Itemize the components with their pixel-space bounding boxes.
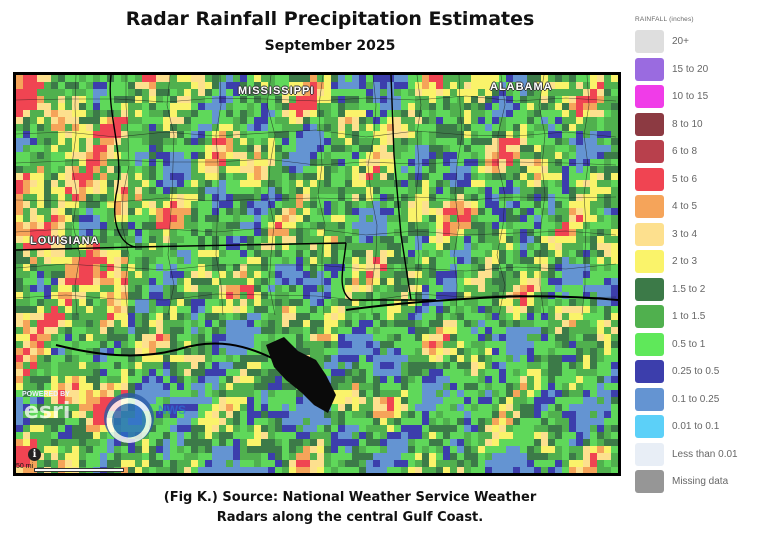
legend-label: 4 to 5 <box>672 201 698 212</box>
legend-swatch <box>635 470 664 493</box>
legend-item: 0.5 to 1 <box>635 332 755 361</box>
rainfall-raster <box>16 75 618 473</box>
legend-item: 8 to 10 <box>635 112 755 141</box>
page-subtitle: September 2025 <box>264 38 396 54</box>
legend-label: 20+ <box>672 36 689 47</box>
legend-item: 10 to 15 <box>635 85 755 113</box>
legend-item: 2 to 3 <box>635 250 755 278</box>
legend-swatch <box>635 277 664 301</box>
state-boundaries <box>16 75 436 301</box>
rainfall-map[interactable]: MISSISSIPPI ALABAMA LOUISIANA POWERED BY… <box>13 72 621 476</box>
legend-swatch <box>635 195 664 218</box>
legend-swatch <box>635 140 664 163</box>
legend-swatch <box>635 332 664 356</box>
legend-swatch <box>635 30 664 53</box>
legend-swatch <box>635 360 664 383</box>
nws-watermark: NWS <box>158 403 186 417</box>
legend-swatch <box>635 250 664 273</box>
legend-label: 0.5 to 1 <box>672 338 706 350</box>
esri-logo: esri <box>24 399 71 424</box>
legend-item: 1 to 1.5 <box>635 305 755 333</box>
legend-item: 20+ <box>635 30 755 58</box>
legend-label: 1.5 to 2 <box>672 283 706 295</box>
legend-swatch <box>635 222 664 246</box>
legend-swatch <box>635 112 664 136</box>
state-label-louisiana: LOUISIANA <box>30 235 100 247</box>
legend-swatch <box>635 57 664 81</box>
figure-caption: (Fig K.) Source: National Weather Servic… <box>140 488 560 528</box>
legend-swatch <box>635 85 664 108</box>
legend-item: 1.5 to 2 <box>635 277 755 306</box>
scale-line <box>34 468 124 472</box>
scale-label: 50 mi <box>16 463 34 470</box>
legend-label: 3 to 4 <box>672 228 698 240</box>
legend-item: 0.25 to 0.5 <box>635 360 755 388</box>
legend-label: 10 to 15 <box>672 91 709 102</box>
legend-label: Missing data <box>672 476 729 487</box>
powered-by-label: POWERED BY <box>22 391 70 398</box>
page-title: Radar Rainfall Precipitation Estimates <box>125 8 535 30</box>
legend-label: 6 to 8 <box>672 146 698 157</box>
legend-item: 0.1 to 0.25 <box>635 387 755 416</box>
legend-label: 0.25 to 0.5 <box>672 366 720 377</box>
legend-label: 5 to 6 <box>672 173 698 185</box>
legend-item: 5 to 6 <box>635 167 755 196</box>
legend-item: 3 to 4 <box>635 222 755 251</box>
legend-swatch <box>635 442 664 466</box>
caption-line-1: (Fig K.) Source: National Weather Servic… <box>163 490 537 505</box>
legend-item: Less than 0.01 <box>635 442 755 471</box>
rainfall-legend: RAINFALL (inches) 20+ 15 to 20 10 to 15 8 t… <box>635 16 755 498</box>
state-label-mississippi: MISSISSIPPI <box>238 85 315 97</box>
legend-title: RAINFALL (inches) <box>635 16 694 23</box>
legend-item: 15 to 20 <box>635 57 755 86</box>
legend-label: 8 to 10 <box>672 118 703 130</box>
delta-marsh <box>266 337 336 413</box>
legend-item: Missing data <box>635 470 755 498</box>
legend-items: 20+ 15 to 20 10 to 15 8 to 10 6 to 8 5 to 6 4 … <box>635 30 755 498</box>
legend-swatch <box>635 415 664 438</box>
legend-swatch <box>635 305 664 328</box>
county-lines <box>16 75 617 316</box>
legend-item: 0.01 to 0.1 <box>635 415 755 443</box>
info-icon[interactable]: i <box>28 448 41 461</box>
legend-swatch <box>635 387 664 411</box>
noaa-logo-icon <box>104 393 154 443</box>
legend-label: 0.01 to 0.1 <box>672 421 720 432</box>
state-label-alabama: ALABAMA <box>490 81 553 93</box>
scale-bar: 50 mi <box>16 463 126 473</box>
legend-item: 4 to 5 <box>635 195 755 223</box>
legend-label: 1 to 1.5 <box>672 311 706 322</box>
legend-label: 0.1 to 0.25 <box>672 393 720 405</box>
legend-item: 6 to 8 <box>635 140 755 168</box>
legend-label: Less than 0.01 <box>672 448 738 460</box>
legend-label: 2 to 3 <box>672 256 698 267</box>
caption-line-2: Radars along the central Gulf Coast. <box>216 510 484 525</box>
legend-label: 15 to 20 <box>672 63 709 75</box>
legend-swatch <box>635 167 664 191</box>
